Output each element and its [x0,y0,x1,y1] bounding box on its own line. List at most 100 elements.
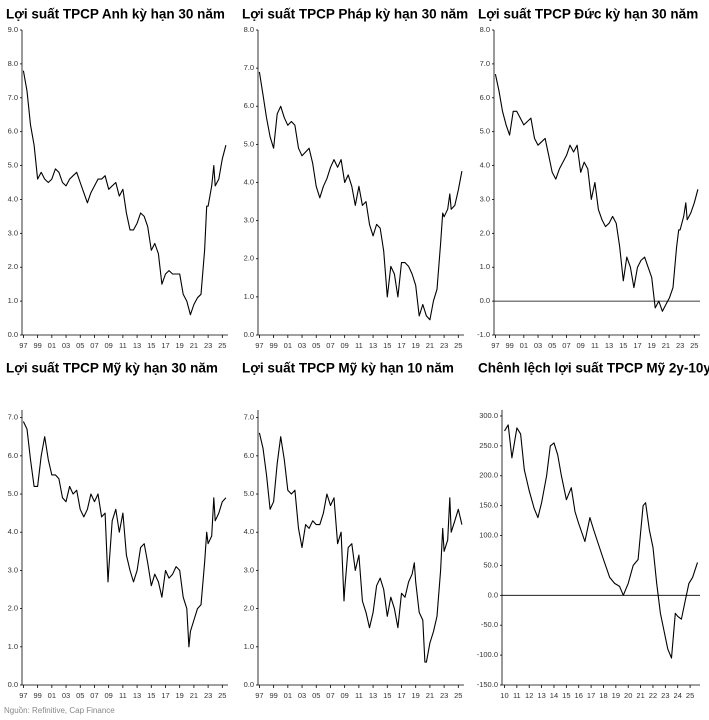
x-tick-label: 01 [284,341,292,350]
x-tick-label: 05 [76,691,84,700]
x-tick-label: 13 [537,691,545,700]
x-tick-label: 19 [412,341,420,350]
y-tick-label: 8.0 [8,59,18,68]
chart-title: Lợi suất TPCP Pháp kỳ hạn 30 năm [242,7,468,22]
x-tick-label: 25 [218,691,226,700]
y-tick-label: 5.0 [244,139,254,148]
data-line [22,421,227,648]
x-tick-label: 17 [633,341,641,350]
y-tick-label: 6.0 [480,93,490,102]
x-tick-label: 01 [520,341,528,350]
chart-title: Lợi suất TPCP Mỹ kỳ hạn 10 năm [242,361,454,376]
y-tick-label: 7.0 [8,413,18,422]
y-tick-label: 7.0 [8,93,18,102]
y-tick-label: 4.0 [244,177,254,186]
x-tick-label: 13 [133,341,141,350]
x-tick-label: 09 [340,341,348,350]
x-tick-label: 03 [534,341,542,350]
y-tick-label: 0.0 [244,680,254,689]
y-tick-label: 200.0 [479,471,498,480]
y-tick-label: 8.0 [244,25,254,34]
y-tick-label: 1.0 [8,642,18,651]
x-tick-label: 99 [505,341,513,350]
x-tick-label: 19 [648,341,656,350]
y-tick-label: 100.0 [479,531,498,540]
x-tick-label: 10 [500,691,508,700]
y-tick-label: 250.0 [479,441,498,450]
x-tick-label: 01 [48,691,56,700]
x-tick-label: 97 [255,691,263,700]
x-tick-label: 21 [190,691,198,700]
x-tick-label: 23 [661,691,669,700]
x-tick-label: 05 [548,341,556,350]
x-tick-label: 23 [204,691,212,700]
chart-title: Chênh lệch lợi suất TPCP Mỹ 2y-10y [478,361,709,376]
y-tick-label: 2.0 [480,228,490,237]
x-tick-label: 17 [397,341,405,350]
x-tick-label: 19 [176,341,184,350]
data-line [258,71,463,321]
y-tick-label: 4.0 [8,527,18,536]
x-tick-label: 15 [383,691,391,700]
x-tick-label: 21 [662,341,670,350]
x-tick-label: 25 [686,691,694,700]
y-tick-label: 6.0 [244,101,254,110]
x-tick-label: 01 [284,691,292,700]
x-tick-label: 03 [62,691,70,700]
x-tick-label: 21 [190,341,198,350]
x-tick-label: 07 [90,341,98,350]
x-tick-label: 09 [576,341,584,350]
x-tick-label: 14 [550,691,558,700]
x-tick-label: 15 [147,341,155,350]
y-tick-label: -1.0 [477,330,490,339]
x-tick-label: 11 [591,341,599,350]
data-line [258,432,463,663]
y-tick-label: 1.0 [8,296,18,305]
x-tick-label: 97 [19,691,27,700]
x-tick-label: 11 [355,691,363,700]
chart-title: Lợi suất TPCP Anh kỳ hạn 30 năm [6,7,225,22]
y-tick-label: 6.0 [8,127,18,136]
x-tick-label: 99 [269,691,277,700]
x-tick-label: 19 [176,691,184,700]
x-tick-label: 17 [161,691,169,700]
x-tick-label: 99 [33,341,41,350]
x-tick-label: 23 [676,341,684,350]
x-tick-label: 23 [440,341,448,350]
x-tick-label: 03 [298,341,306,350]
x-tick-label: 15 [147,691,155,700]
x-tick-label: 01 [48,341,56,350]
x-tick-label: 21 [636,691,644,700]
x-tick-label: 19 [412,691,420,700]
x-tick-label: 25 [218,341,226,350]
x-tick-label: 07 [562,341,570,350]
y-tick-label: -50.0 [481,620,498,629]
x-tick-label: 07 [326,691,334,700]
y-tick-label: 2.0 [244,254,254,263]
chart-title: Lợi suất TPCP Đức kỳ hạn 30 năm [478,7,698,22]
data-line [22,70,227,316]
y-tick-label: 0.0 [8,680,18,689]
x-tick-label: 97 [19,341,27,350]
y-tick-label: 1.0 [244,642,254,651]
y-tick-label: 7.0 [244,413,254,422]
x-tick-label: 99 [269,341,277,350]
y-tick-label: 50.0 [483,560,498,569]
x-tick-label: 18 [599,691,607,700]
y-tick-label: 8.0 [480,25,490,34]
y-tick-label: 7.0 [480,59,490,68]
y-tick-label: 5.0 [8,489,18,498]
x-tick-label: 25 [454,341,462,350]
data-line [504,424,699,659]
x-tick-label: 11 [119,341,127,350]
y-tick-label: 1.0 [244,292,254,301]
y-tick-label: 300.0 [479,411,498,420]
y-tick-label: 2.0 [244,604,254,613]
x-tick-label: 07 [326,341,334,350]
y-tick-label: 2.0 [8,262,18,271]
y-tick-label: -150.0 [477,680,498,689]
x-tick-label: 97 [491,341,499,350]
y-tick-label: 9.0 [8,25,18,34]
y-tick-label: 0.0 [8,330,18,339]
x-tick-label: 15 [562,691,570,700]
